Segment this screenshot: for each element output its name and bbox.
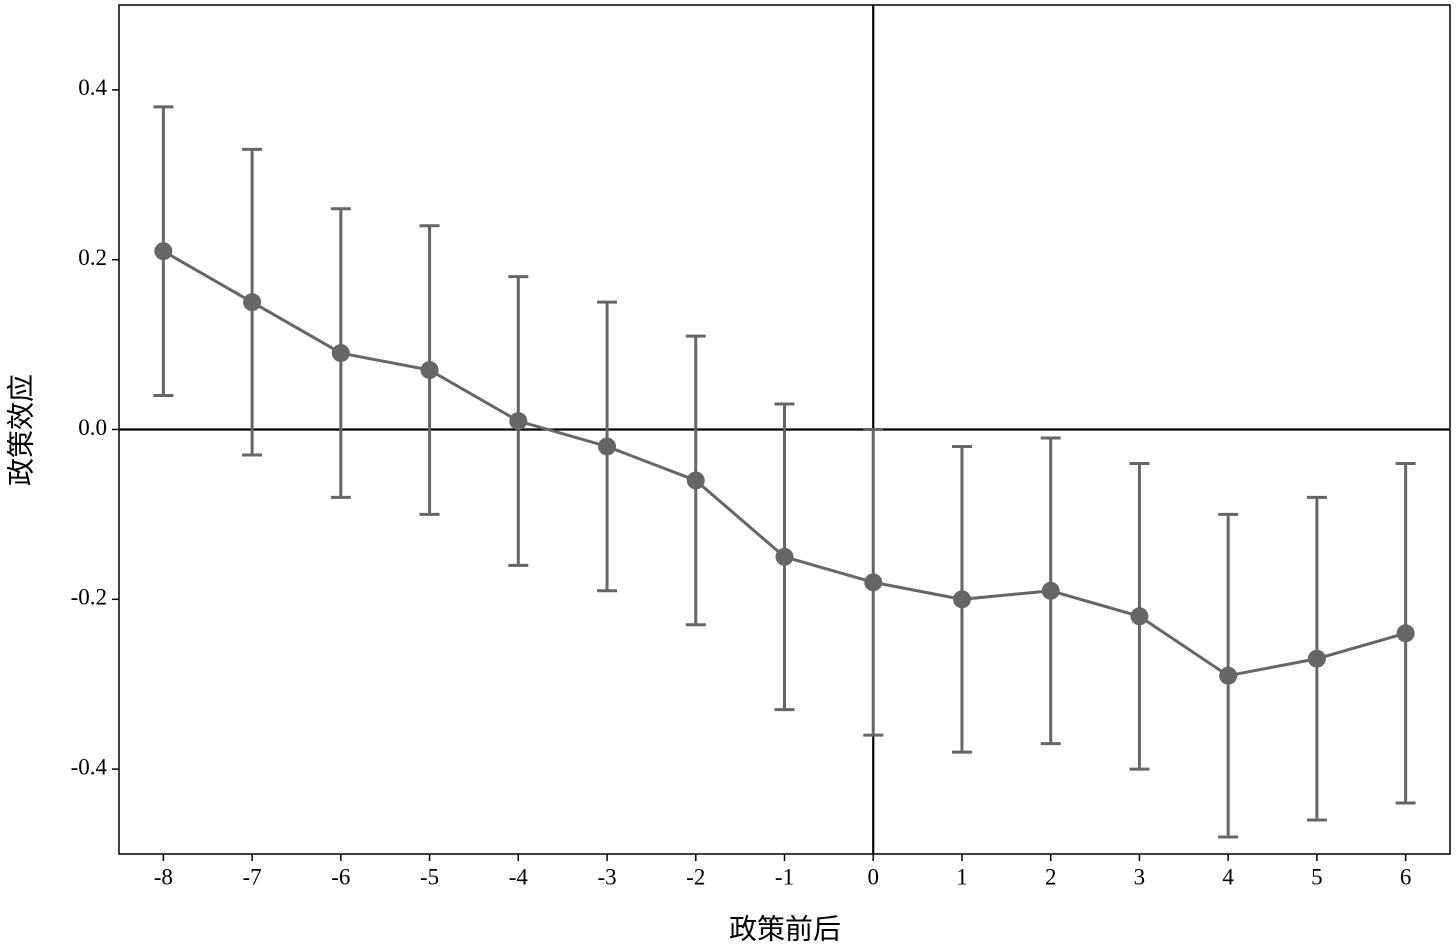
point — [154, 242, 173, 261]
y-tick-label: 0.4 — [78, 75, 107, 100]
y-tick-label: 0.2 — [78, 245, 107, 270]
x-tick-label: 4 — [1222, 864, 1234, 889]
point — [243, 293, 262, 312]
x-axis-label: 政策前后 — [729, 913, 841, 945]
point — [952, 590, 971, 609]
point — [1307, 649, 1326, 668]
x-tick-label: 0 — [867, 864, 879, 889]
x-tick-label: -2 — [686, 864, 705, 889]
point — [775, 547, 794, 566]
y-axis-label: 政策效应 — [5, 374, 37, 486]
x-tick-label: 2 — [1045, 864, 1057, 889]
point — [420, 361, 439, 380]
x-tick-label: -4 — [509, 864, 529, 889]
point — [1396, 624, 1415, 643]
x-tick-label: -8 — [154, 864, 173, 889]
point — [598, 437, 617, 456]
x-tick-label: -5 — [420, 864, 439, 889]
x-tick-label: 5 — [1311, 864, 1323, 889]
x-tick-label: -7 — [243, 864, 262, 889]
point — [509, 412, 528, 431]
x-tick-label: 3 — [1134, 864, 1146, 889]
point — [1219, 666, 1238, 685]
x-tick-label: -6 — [331, 864, 350, 889]
point — [331, 344, 350, 363]
plot-frame — [118, 4, 1451, 855]
x-tick-label: 6 — [1400, 864, 1412, 889]
point — [1130, 607, 1149, 626]
y-tick-label: -0.2 — [71, 585, 107, 610]
x-tick-label: -3 — [597, 864, 616, 889]
point — [1041, 581, 1060, 600]
x-tick-label: -1 — [775, 864, 794, 889]
x-tick-label: 1 — [956, 864, 968, 889]
point — [686, 471, 705, 490]
y-tick-label: 0.0 — [78, 415, 107, 440]
point — [864, 573, 883, 592]
y-tick-label: -0.4 — [71, 754, 108, 779]
